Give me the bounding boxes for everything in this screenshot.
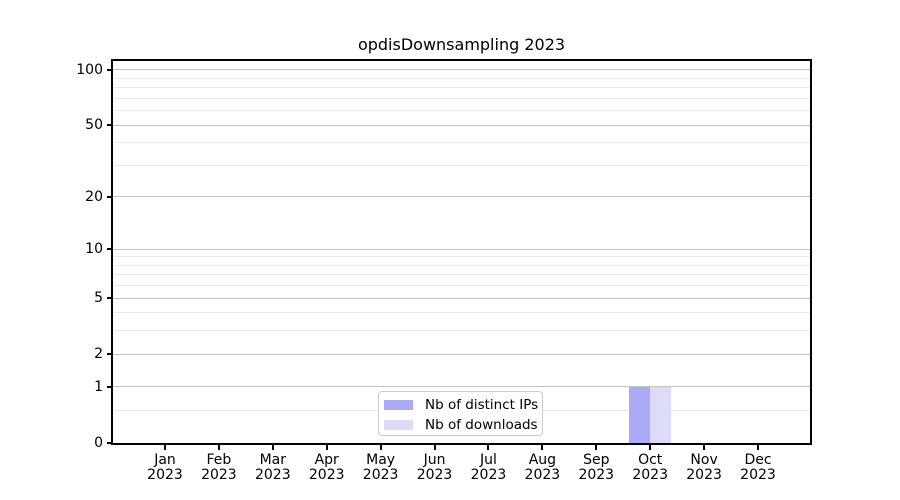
axis-spine-bottom	[111, 443, 812, 445]
gridline-major	[112, 353, 811, 355]
chart-title: opdisDownsampling 2023	[357, 35, 566, 54]
gridline-major	[112, 386, 811, 388]
x-axis-tick-label: Sep 2023	[578, 452, 615, 483]
x-axis-tick	[541, 445, 544, 450]
x-axis-tick	[271, 445, 274, 450]
y-axis-tick-label: 10	[85, 241, 103, 258]
bar-distinct-ips	[629, 386, 651, 443]
plot-area	[112, 60, 811, 443]
y-axis-tick	[107, 442, 111, 444]
x-axis-tick	[433, 445, 436, 450]
gridline-minor	[112, 285, 811, 287]
x-axis-tick	[757, 445, 759, 450]
y-axis-tick-label: 100	[76, 61, 103, 78]
y-axis-tick	[107, 385, 111, 388]
x-axis-tick	[379, 445, 382, 450]
x-axis-tick-label: Oct 2023	[632, 452, 668, 483]
x-axis-tick-label: Dec 2023	[740, 452, 776, 483]
gridline-minor	[112, 97, 811, 99]
legend-swatch-downloads	[384, 420, 413, 430]
axis-spine-left	[111, 59, 113, 445]
legend-swatch-distinct-ips	[384, 400, 413, 410]
gridline-minor	[112, 110, 811, 112]
x-axis-tick	[217, 445, 220, 450]
gridline-major	[112, 196, 811, 198]
y-axis-tick	[107, 68, 111, 71]
axis-spine-right	[810, 59, 812, 445]
x-axis-tick-label: Jul 2023	[470, 452, 507, 483]
gridline-minor	[112, 87, 811, 89]
gridline-minor	[112, 164, 811, 166]
x-axis-tick-label: May 2023	[362, 452, 399, 483]
gridline-minor	[112, 330, 811, 332]
gridline-minor	[112, 142, 811, 144]
x-axis-tick	[325, 445, 328, 450]
legend-label-distinct-ips: Nb of distinct IPs	[425, 397, 539, 413]
y-axis-tick-label: 20	[85, 188, 103, 205]
x-axis-tick	[487, 445, 490, 450]
x-axis-tick-label: Jun 2023	[416, 452, 453, 483]
x-axis-tick	[649, 445, 652, 450]
x-axis-tick	[703, 445, 706, 450]
gridline-minor	[112, 77, 811, 79]
x-axis-tick-label: Feb 2023	[201, 452, 237, 483]
legend-item-downloads: Nb of downloads	[379, 415, 542, 435]
x-axis-tick-label: Aug 2023	[524, 452, 561, 483]
legend-item-distinct-ips: Nb of distinct IPs	[379, 395, 542, 415]
y-axis-tick	[107, 297, 111, 300]
y-axis-tick-label: 0	[94, 435, 103, 451]
y-axis-tick	[107, 195, 111, 198]
y-axis-tick	[107, 248, 111, 251]
legend: Nb of distinct IPs Nb of downloads	[378, 391, 543, 436]
y-axis-tick	[107, 124, 111, 127]
y-axis-tick-label: 50	[85, 117, 103, 134]
x-axis-tick-label: Nov 2023	[686, 452, 722, 483]
y-axis-tick-label: 5	[94, 290, 103, 307]
x-axis-tick-label: Mar 2023	[254, 452, 291, 483]
x-axis-tick-label: Jan 2023	[147, 452, 183, 483]
gridline-minor	[112, 256, 811, 258]
axis-spine-top	[111, 59, 812, 61]
gridline-minor	[112, 312, 811, 314]
gridline-major	[112, 248, 811, 250]
x-axis-tick	[595, 445, 598, 450]
x-axis-tick	[164, 445, 166, 450]
gridline-minor	[112, 274, 811, 276]
y-axis-tick	[107, 353, 111, 356]
gridline-major	[112, 69, 811, 71]
legend-label-downloads: Nb of downloads	[425, 417, 538, 433]
y-axis-tick-label: 2	[94, 346, 103, 363]
gridline-major	[112, 124, 811, 126]
y-axis-tick-label: 1	[94, 378, 103, 395]
gridline-minor	[112, 264, 811, 266]
bar-downloads	[650, 386, 672, 443]
gridline-major	[112, 297, 811, 299]
x-axis-tick-label: Apr 2023	[308, 452, 345, 483]
